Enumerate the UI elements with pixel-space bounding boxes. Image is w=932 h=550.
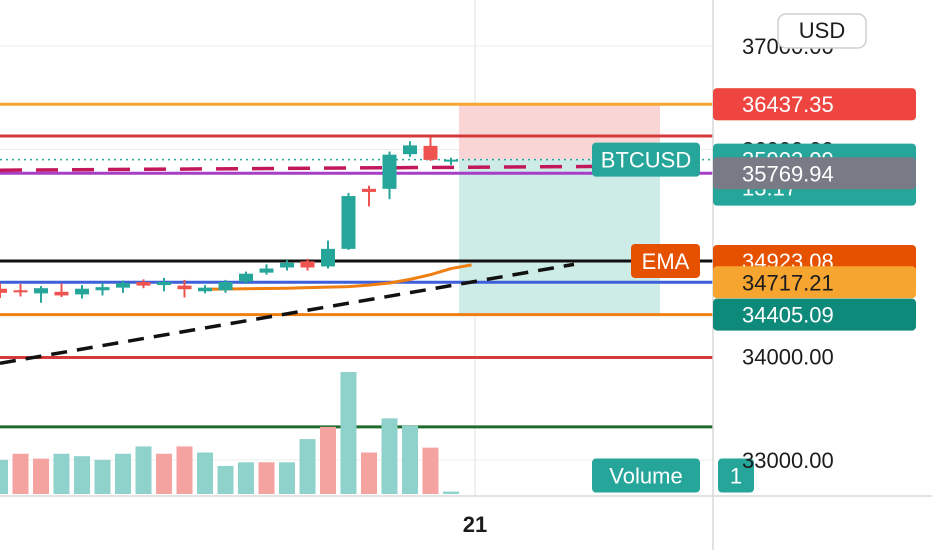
volume-bar xyxy=(422,447,439,494)
price-label-box xyxy=(713,88,916,121)
volume-bar xyxy=(258,462,275,494)
candle-body xyxy=(75,288,89,295)
volume-bar xyxy=(361,452,377,494)
volume-bar xyxy=(176,446,193,494)
price-axis-tick: 34000.00 xyxy=(742,345,834,370)
volume-bar xyxy=(135,446,152,494)
price-label-text: 36437.35 xyxy=(742,92,834,117)
take-profit-zone xyxy=(459,159,660,315)
candle-body xyxy=(300,261,315,268)
price-labels: 36437.4836437.3535902.0913:1735769.94349… xyxy=(713,88,916,331)
volume-bar xyxy=(217,465,234,494)
series-tag-label: BTCUSD xyxy=(601,148,691,173)
candle-body xyxy=(423,145,438,160)
candle-body xyxy=(259,268,274,273)
currency-label: USD xyxy=(799,18,845,43)
trend-line xyxy=(0,262,575,365)
volume-bar xyxy=(340,372,357,494)
volume-bar xyxy=(238,462,254,494)
projection-line xyxy=(0,164,657,172)
candle-body xyxy=(403,145,417,155)
candle-body xyxy=(136,281,151,286)
candle-body xyxy=(54,291,69,296)
volume-bar xyxy=(0,459,8,494)
series-tag-label: Volume xyxy=(609,464,682,489)
volume-bar xyxy=(299,439,316,494)
volume-bar xyxy=(94,459,111,494)
candles xyxy=(0,137,458,303)
volume-bar xyxy=(53,453,70,494)
candle-body xyxy=(382,154,397,189)
volume-bar xyxy=(74,456,90,494)
price-label-box xyxy=(713,298,916,331)
price-label-box xyxy=(713,157,916,190)
candle-body xyxy=(95,287,110,291)
currency-button[interactable]: USD xyxy=(777,13,867,49)
price-label-text: 34717.21 xyxy=(742,270,834,295)
position-zones xyxy=(459,104,660,315)
volume-bar xyxy=(402,425,418,494)
candle-body xyxy=(218,281,233,291)
volume-bar xyxy=(443,491,459,494)
candle-body xyxy=(13,290,28,293)
price-axis-tick: 33000.00 xyxy=(742,448,834,473)
series-tag-label: EMA xyxy=(642,249,690,274)
volume-value-tag xyxy=(718,458,754,493)
candle-body xyxy=(0,288,7,293)
series-tag-volume xyxy=(592,458,700,493)
volume-bar xyxy=(320,426,336,494)
candle-body xyxy=(280,262,294,268)
volume-bars xyxy=(0,372,459,494)
candle-body xyxy=(341,196,356,249)
candle-body xyxy=(321,248,335,267)
volume-bar xyxy=(115,453,131,494)
volume-bar xyxy=(156,453,172,494)
candle-body xyxy=(198,287,212,292)
candle-body xyxy=(34,288,48,294)
volume-bar xyxy=(197,452,213,494)
candle-body xyxy=(177,285,192,290)
volume-bar xyxy=(279,462,295,494)
volume-bar xyxy=(12,453,29,494)
candle-body xyxy=(362,188,376,192)
candle-body xyxy=(444,159,458,162)
overlay-lines xyxy=(0,164,657,365)
volume-value-label: 1 xyxy=(730,464,742,489)
volume-bar xyxy=(33,458,49,494)
price-label-text: 35769.94 xyxy=(742,161,834,186)
series-tag-btcusd xyxy=(592,142,700,177)
price-label-text: 34405.09 xyxy=(742,303,834,328)
series-tags[interactable]: BTCUSD EMA Volume 1 xyxy=(592,142,754,493)
candle-body xyxy=(157,281,171,286)
volume-bar xyxy=(381,418,398,494)
series-tag-ema xyxy=(631,243,700,278)
candle-body xyxy=(239,273,253,282)
ema-line xyxy=(204,263,472,291)
price-label-box xyxy=(713,266,916,299)
candle-body xyxy=(116,283,130,288)
time-axis-tick: 21 xyxy=(463,512,487,537)
